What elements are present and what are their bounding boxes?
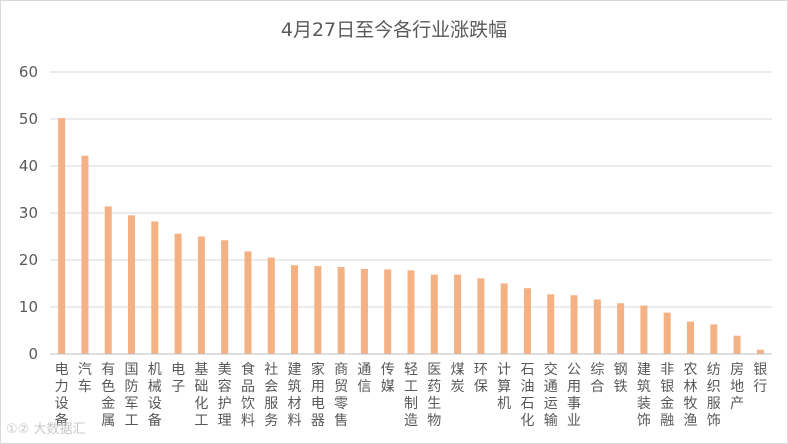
y-tick-label: 10 xyxy=(19,298,38,316)
category-label: 美容护理 xyxy=(218,362,232,429)
y-tick-label: 20 xyxy=(19,251,38,269)
bar xyxy=(151,221,159,354)
category-label: 医药生物 xyxy=(427,362,441,429)
category-label: 房地产 xyxy=(730,362,744,412)
bar xyxy=(384,269,392,354)
category-label: 钢铁 xyxy=(614,362,628,395)
category-label: 商贸零售 xyxy=(334,362,348,429)
bar xyxy=(430,274,438,354)
category-label: 环保 xyxy=(474,362,488,395)
bar xyxy=(81,155,89,354)
bar xyxy=(477,278,485,354)
y-tick-label: 60 xyxy=(19,63,38,81)
bar xyxy=(733,335,741,354)
bar xyxy=(314,266,322,354)
category-label: 汽车 xyxy=(78,362,92,395)
bar xyxy=(197,236,205,354)
category-label: 非银金融 xyxy=(660,362,674,429)
category-label: 轻工制造 xyxy=(404,362,418,429)
bar xyxy=(756,349,764,354)
bar xyxy=(570,295,578,354)
category-label: 煤炭 xyxy=(451,362,465,395)
bar xyxy=(337,267,345,354)
bar xyxy=(174,233,182,354)
category-label: 交通运输 xyxy=(544,361,558,429)
bar xyxy=(104,206,112,354)
category-label: 国防军工 xyxy=(125,362,139,429)
category-label: 建筑材料 xyxy=(288,362,302,429)
category-label: 农林牧渔 xyxy=(683,362,697,429)
category-label: 石油石化 xyxy=(520,362,534,429)
bar xyxy=(640,305,648,354)
bar xyxy=(128,215,136,354)
category-label: 公用事业 xyxy=(567,362,581,429)
bar xyxy=(267,257,275,354)
bar xyxy=(663,312,671,354)
category-label: 基础化工 xyxy=(194,361,208,429)
category-label: 家用电器 xyxy=(311,361,325,429)
category-label: 建筑装饰 xyxy=(637,362,651,429)
y-tick-label: 50 xyxy=(19,110,38,128)
bar xyxy=(617,303,625,354)
chart-title: 4月27日至今各行业涨跌幅 xyxy=(281,19,507,41)
bar xyxy=(710,324,718,354)
bar xyxy=(523,288,531,354)
category-label: 食品饮料 xyxy=(241,361,255,429)
grid-lines xyxy=(50,71,772,308)
bar xyxy=(593,299,601,354)
watermark: ①② 大数据汇 xyxy=(6,422,86,437)
bar xyxy=(500,283,508,354)
bar xyxy=(454,274,462,354)
category-label: 纺织服饰 xyxy=(707,362,721,429)
bar xyxy=(686,321,694,354)
category-label: 银行 xyxy=(753,362,767,395)
y-tick-label: 0 xyxy=(28,345,38,363)
y-axis-ticks: 0 10 20 30 40 50 60 xyxy=(19,63,38,363)
y-tick-label: 40 xyxy=(19,157,38,175)
category-label: 电力设备 xyxy=(55,362,69,429)
category-label: 电子 xyxy=(171,362,185,395)
category-label: 通信 xyxy=(357,362,371,395)
category-label: 综合 xyxy=(590,362,604,395)
category-label: 计算机 xyxy=(497,362,511,412)
bar xyxy=(360,268,368,354)
bar xyxy=(221,240,229,354)
category-label: 传媒 xyxy=(381,362,395,395)
bar xyxy=(407,270,415,354)
bars xyxy=(58,118,764,354)
category-label: 有色金属 xyxy=(101,362,115,429)
category-label: 机械设备 xyxy=(148,362,162,429)
bar xyxy=(547,294,555,354)
category-labels: 电力设备汽车有色金属国防军工机械设备电子基础化工美容护理食品饮料社会服务建筑材料… xyxy=(55,361,768,429)
bar xyxy=(291,265,299,354)
bar xyxy=(244,251,252,354)
y-tick-label: 30 xyxy=(19,204,38,222)
bar xyxy=(58,118,66,354)
category-label: 社会服务 xyxy=(264,362,278,429)
